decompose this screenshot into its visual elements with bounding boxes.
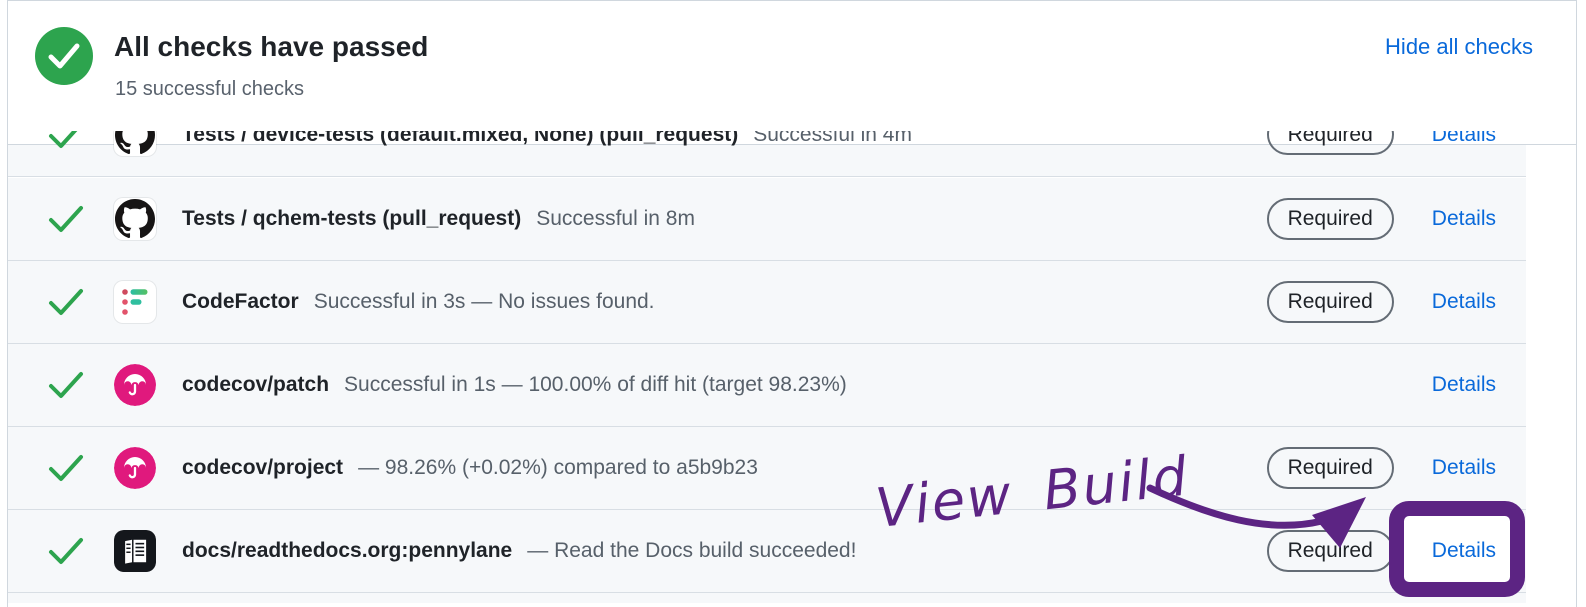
- check-status: — 98.26% (+0.02%) compared to a5b9b23: [358, 456, 758, 479]
- required-badge: Required: [1266, 131, 1394, 156]
- details-link[interactable]: Details: [1431, 373, 1496, 396]
- success-check-icon: [48, 288, 84, 316]
- success-check-icon: [48, 205, 84, 233]
- details-link[interactable]: Details: [1431, 539, 1496, 562]
- details-link[interactable]: Details: [1431, 207, 1496, 230]
- checks-summary-subtitle: 15 successful checks: [115, 78, 304, 100]
- check-row-readthedocs: docs/readthedocs.org:pennylane — Read th…: [8, 501, 1526, 597]
- check-status: Successful in 3s — No issues found.: [313, 290, 655, 313]
- check-status: — Read the Docs build succeeded!: [527, 539, 857, 562]
- success-circle-icon: [35, 27, 93, 85]
- codefactor-avatar-icon: [114, 281, 156, 323]
- codecov-avatar-icon: [114, 364, 156, 406]
- annotation-highlight-box: Details: [1388, 501, 1526, 597]
- check-row-codefactor: CodeFactor Successful in 3s — No issues …: [8, 261, 1526, 344]
- success-check-icon: [48, 454, 84, 482]
- details-link[interactable]: Details: [1431, 456, 1496, 479]
- github-avatar-icon: [114, 198, 156, 240]
- next-row-sliver: [8, 593, 1526, 603]
- details-link[interactable]: Details: [1431, 131, 1496, 146]
- check-row-codecov-patch: codecov/patch Successful in 1s — 100.00%…: [8, 344, 1526, 427]
- success-check-icon: [48, 371, 84, 399]
- check-row-codecov-project: codecov/project — 98.26% (+0.02%) compar…: [8, 427, 1526, 510]
- check-name: codecov/project: [182, 456, 344, 479]
- success-check-icon: [48, 131, 84, 149]
- checks-summary-header: All checks have passed 15 successful che…: [8, 1, 1576, 131]
- check-name: Tests / device-tests (default.mixed, Non…: [182, 131, 739, 146]
- checks-list: Tests / qchem-tests (pull_request) Succe…: [8, 178, 1526, 603]
- readthedocs-avatar-icon: [114, 530, 156, 572]
- check-status: Successful in 8m: [536, 207, 695, 230]
- hide-all-checks-link[interactable]: Hide all checks: [1385, 34, 1533, 59]
- required-badge: Required: [1266, 281, 1394, 323]
- required-badge: Required: [1266, 447, 1394, 489]
- codecov-avatar-icon: [114, 447, 156, 489]
- check-row-qchem-tests: Tests / qchem-tests (pull_request) Succe…: [8, 178, 1526, 261]
- check-name: docs/readthedocs.org:pennylane: [182, 539, 513, 562]
- checks-summary-title: All checks have passed: [114, 31, 429, 62]
- header-divider: [1526, 144, 1576, 145]
- details-link[interactable]: Details: [1431, 290, 1496, 313]
- check-status: Successful in 1s — 100.00% of diff hit (…: [344, 373, 847, 396]
- check-name: CodeFactor: [182, 290, 299, 313]
- check-name: Tests / qchem-tests (pull_request): [182, 207, 522, 230]
- required-badge: Required: [1266, 530, 1394, 572]
- check-row-device-tests-partial: Tests / device-tests (default.mixed, Non…: [8, 131, 1526, 177]
- checks-panel: All checks have passed 15 successful che…: [7, 0, 1577, 607]
- success-check-icon: [48, 537, 84, 565]
- required-badge: Required: [1266, 198, 1394, 240]
- check-name: codecov/patch: [182, 373, 330, 396]
- github-avatar-icon: [114, 131, 156, 156]
- check-status: Successful in 4m: [753, 131, 912, 146]
